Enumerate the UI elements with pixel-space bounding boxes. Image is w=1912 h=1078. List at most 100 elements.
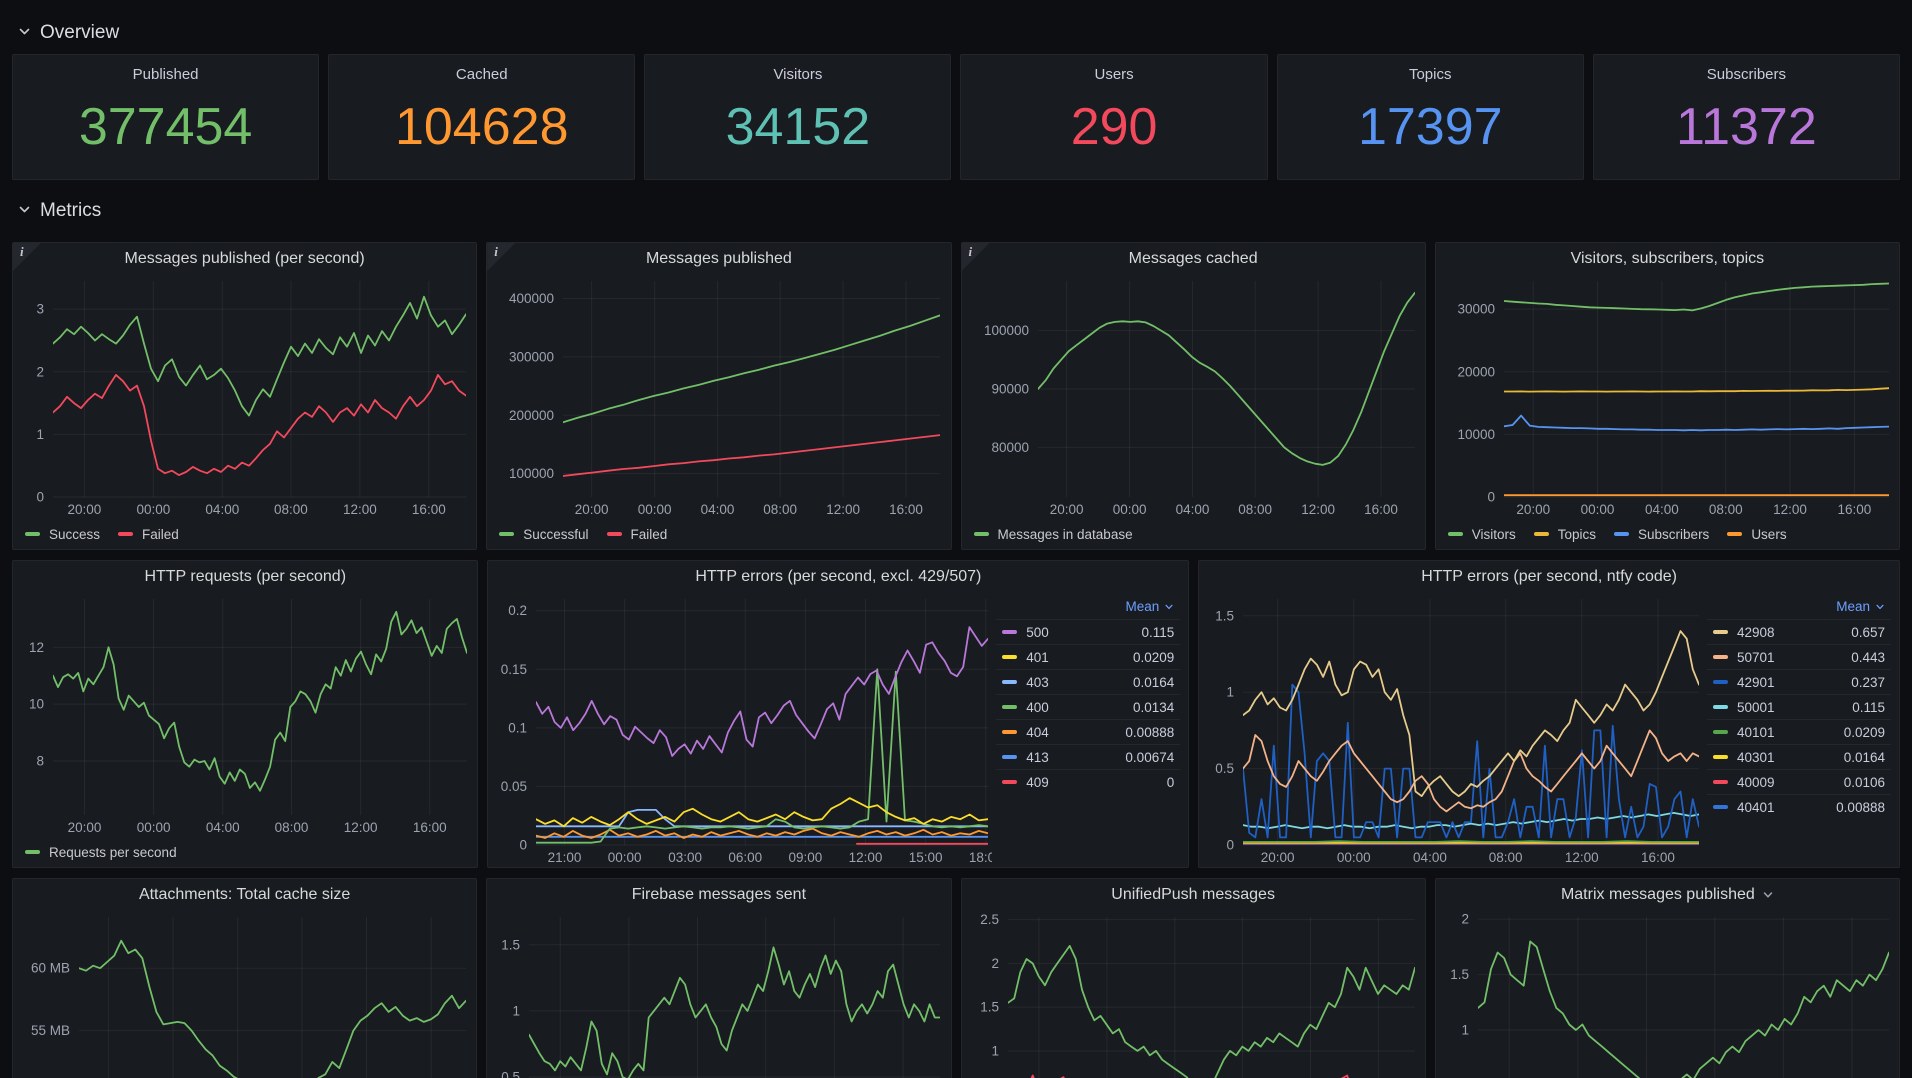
legend-table-row[interactable]: 500 0.115 — [996, 619, 1181, 644]
chevron-down-icon — [18, 200, 31, 222]
legend-table-row[interactable]: 40101 0.0209 — [1706, 719, 1891, 744]
svg-text:12:00: 12:00 — [1773, 502, 1807, 517]
legend-item[interactable]: Topics — [1533, 527, 1596, 542]
legend-table-row[interactable]: 50001 0.115 — [1706, 694, 1891, 719]
info-icon-glyph: i — [20, 244, 24, 259]
legend-table-row[interactable]: 42901 0.237 — [1706, 669, 1891, 694]
svg-text:1: 1 — [513, 1003, 521, 1018]
series-swatch — [1712, 630, 1728, 634]
legend-table-row[interactable]: 401 0.0209 — [996, 644, 1181, 669]
legend-mean-header[interactable]: Mean — [996, 595, 1180, 619]
panel-title-text: Messages published — [645, 250, 792, 267]
legend-item[interactable]: Successful — [499, 527, 589, 542]
svg-text:21:00: 21:00 — [548, 850, 582, 865]
legend-mean-label: Mean — [1125, 599, 1160, 614]
legend-label: Requests per second — [49, 844, 177, 860]
series-swatch — [1002, 755, 1018, 759]
series-name: 404 — [1026, 724, 1049, 740]
series-mean-value: 0.237 — [1851, 674, 1885, 690]
series-swatch — [1712, 705, 1728, 709]
svg-text:04:00: 04:00 — [701, 502, 735, 517]
panel-title[interactable]: HTTP requests (per second) — [13, 561, 477, 593]
panel-title[interactable]: UnifiedPush messages — [962, 879, 1425, 911]
time-series-plot[interactable]: 21:00 00:00 03:00 06:00 09:00 12:00 15:00 18: 0 0… — [492, 593, 992, 865]
svg-text:100000: 100000 — [509, 466, 554, 481]
series-swatch — [1533, 532, 1549, 536]
legend-item[interactable]: Users — [1727, 527, 1787, 542]
svg-text:00:00: 00:00 — [1112, 502, 1146, 517]
panel-body: 20:00 00:00 04:00 08:00 12:00 16:00 8 10 12 — [13, 593, 477, 837]
svg-text:15:00: 15:00 — [909, 850, 943, 865]
legend-item[interactable]: Visitors — [1447, 527, 1516, 542]
panel-title[interactable]: HTTP errors (per second, ntfy code) — [1199, 561, 1899, 593]
series-name: 409 — [1026, 774, 1049, 790]
panel-title-text: Firebase messages sent — [631, 886, 807, 903]
legend-table-row[interactable]: 413 0.00674 — [996, 744, 1181, 769]
series-swatch — [1712, 755, 1728, 759]
time-series-plot[interactable]: 20:00 00:00 04:00 08:00 12:00 16:00 0 0.5 1 1.5 — [1203, 593, 1703, 865]
panel-title[interactable]: HTTP errors (per second, excl. 429/507) — [488, 561, 1188, 593]
section-row-overview[interactable]: Overview — [12, 0, 119, 54]
legend-table-row[interactable]: 40301 0.0164 — [1706, 744, 1891, 769]
series-name: 500 — [1026, 624, 1049, 640]
panel-title[interactable]: Messages published — [487, 243, 950, 275]
stat-title: Subscribers — [1706, 66, 1786, 83]
time-series-plot[interactable]: 20:00 00:00 04:00 08:00 12:00 16:00 80000 90000… — [966, 275, 1419, 517]
series-mean-value: 0.443 — [1851, 649, 1885, 665]
legend-table-row[interactable]: 40401 0.00888 — [1706, 794, 1891, 819]
panel-title[interactable]: Visitors, subscribers, topics — [1436, 243, 1899, 275]
series-swatch — [973, 532, 989, 536]
stat-panel-subscribers: Subscribers 11372 — [1592, 54, 1900, 180]
legend-table-row[interactable]: 40009 0.0106 — [1706, 769, 1891, 794]
series-mean-value: 0 — [1166, 774, 1175, 790]
legend-item[interactable]: Success — [25, 527, 100, 542]
legend-table-row[interactable]: 404 0.00888 — [996, 719, 1181, 744]
svg-text:18:00: 18:00 — [969, 850, 992, 865]
panel-title[interactable]: Messages cached — [962, 243, 1425, 275]
series-mean-value: 0.0164 — [1132, 674, 1175, 690]
info-icon-glyph: i — [494, 244, 498, 259]
legend-item[interactable]: Requests per second — [25, 845, 177, 860]
legend-table-row[interactable]: 403 0.0164 — [996, 669, 1181, 694]
panel-title[interactable]: Matrix messages published — [1436, 879, 1899, 911]
panel-title[interactable]: Messages published (per second) — [13, 243, 476, 275]
legend-item[interactable]: Messages in database — [973, 527, 1133, 542]
section-row-metrics[interactable]: Metrics — [12, 180, 101, 232]
svg-text:20:00: 20:00 — [1049, 502, 1083, 517]
svg-text:80000: 80000 — [991, 440, 1029, 455]
time-series-plot[interactable]: 20:00 00:00 04:00 08:00 12:00 16:00 0 10000 2000… — [1440, 275, 1893, 517]
stat-title: Published — [132, 66, 199, 83]
legend-table-row[interactable]: 409 0 — [996, 769, 1181, 794]
svg-text:1.5: 1.5 — [1215, 608, 1234, 623]
time-series-plot[interactable]: 20:00 00:00 04:00 08:00 12:00 16:00 8 10 12 — [17, 593, 471, 835]
stat-panel-visitors: Visitors 34152 — [644, 54, 952, 180]
svg-text:16:00: 16:00 — [1641, 850, 1675, 865]
svg-text:00:00: 00:00 — [638, 502, 672, 517]
legend-item[interactable]: Failed — [118, 527, 179, 542]
series-swatch — [1002, 705, 1018, 709]
legend-table-row[interactable]: 400 0.0134 — [996, 694, 1181, 719]
svg-text:04:00: 04:00 — [205, 502, 239, 517]
panel-title-text: Messages published (per second) — [124, 250, 365, 267]
svg-text:90000: 90000 — [991, 382, 1029, 397]
panel-title[interactable]: Attachments: Total cache size — [13, 879, 476, 911]
panel-body: 21:00 00:00 03:00 06:00 09:00 12:00 15:00 18: 0 0… — [488, 593, 1188, 867]
stat-panel-users: Users 290 — [960, 54, 1268, 180]
legend-label: Success — [49, 526, 101, 542]
legend-mean-header[interactable]: Mean — [1707, 595, 1891, 619]
svg-text:12:00: 12:00 — [1565, 850, 1599, 865]
panel-title[interactable]: Firebase messages sent — [487, 879, 950, 911]
legend-item[interactable]: Failed — [606, 527, 667, 542]
svg-text:55 MB: 55 MB — [31, 1023, 70, 1038]
svg-text:08:00: 08:00 — [274, 502, 308, 517]
legend-item[interactable]: Subscribers — [1614, 527, 1709, 542]
time-series-plot[interactable]: 20:00 00:00 04:00 08:00 12:00 16:00 100000 2000… — [491, 275, 944, 517]
legend-table-row[interactable]: 42908 0.657 — [1706, 619, 1891, 644]
svg-text:16:00: 16:00 — [1837, 502, 1871, 517]
time-series-plot[interactable]: 20:00 00:00 04:00 08:00 12:00 16:00 0 1 2 3 — [17, 275, 470, 517]
legend-table-row[interactable]: 50701 0.443 — [1706, 644, 1891, 669]
